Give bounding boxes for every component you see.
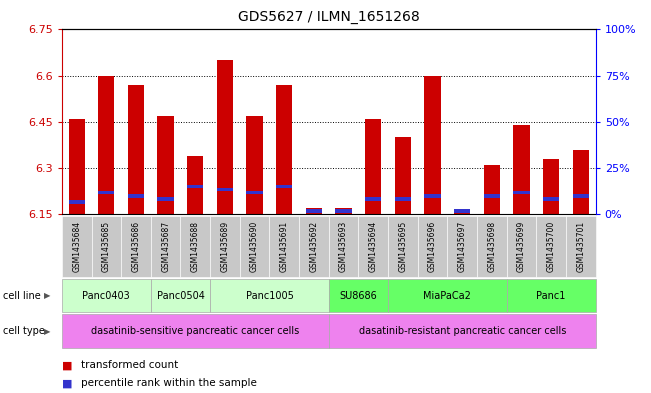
Bar [543,197,559,201]
Bar [217,60,233,214]
Text: GSM1435691: GSM1435691 [280,221,289,272]
Text: GSM1435689: GSM1435689 [221,221,229,272]
Bar [335,208,352,214]
Bar [247,116,263,214]
Text: Panc1: Panc1 [536,291,566,301]
Text: GSM1435690: GSM1435690 [250,221,259,272]
Bar [98,75,115,214]
Text: ▶: ▶ [44,291,51,300]
Bar [424,194,441,198]
Text: dasatinib-resistant pancreatic cancer cells: dasatinib-resistant pancreatic cancer ce… [359,326,566,336]
Text: MiaPaCa2: MiaPaCa2 [423,291,471,301]
Text: ■: ■ [62,378,72,388]
Bar [276,185,292,188]
Bar [68,200,85,204]
Text: GSM1435695: GSM1435695 [398,221,408,272]
Bar [217,188,233,191]
Bar [484,194,500,198]
Text: GSM1435698: GSM1435698 [488,221,496,272]
Bar [395,197,411,201]
Text: GSM1435684: GSM1435684 [72,221,81,272]
Bar [514,125,530,214]
Bar [484,165,500,214]
Bar [365,119,381,214]
Text: GSM1435694: GSM1435694 [368,221,378,272]
Text: percentile rank within the sample: percentile rank within the sample [81,378,257,388]
Bar [187,156,204,214]
Text: transformed count: transformed count [81,360,178,371]
Bar [98,191,115,195]
Text: GSM1435688: GSM1435688 [191,221,200,272]
Text: GSM1435696: GSM1435696 [428,221,437,272]
Text: GDS5627 / ILMN_1651268: GDS5627 / ILMN_1651268 [238,10,420,24]
Bar [247,191,263,195]
Text: Panc0504: Panc0504 [156,291,204,301]
Bar [454,211,471,214]
Bar [514,191,530,195]
Text: GSM1435699: GSM1435699 [517,221,526,272]
Text: GSM1435685: GSM1435685 [102,221,111,272]
Text: cell line: cell line [3,291,41,301]
Bar [158,197,174,201]
Bar [306,208,322,214]
Text: Panc0403: Panc0403 [83,291,130,301]
Text: GSM1435687: GSM1435687 [161,221,170,272]
Bar [335,209,352,213]
Bar [543,159,559,214]
Text: GSM1435701: GSM1435701 [576,221,585,272]
Text: cell type: cell type [3,326,45,336]
Bar [187,185,204,188]
Bar [424,75,441,214]
Bar [573,194,589,198]
Text: dasatinib-sensitive pancreatic cancer cells: dasatinib-sensitive pancreatic cancer ce… [91,326,299,336]
Bar [306,209,322,213]
Text: ▶: ▶ [44,327,51,336]
Bar [573,149,589,214]
Bar [365,197,381,201]
Text: GSM1435686: GSM1435686 [132,221,141,272]
Text: SU8686: SU8686 [340,291,378,301]
Text: GSM1435700: GSM1435700 [547,221,556,272]
Text: Panc1005: Panc1005 [245,291,294,301]
Text: ■: ■ [62,360,72,371]
Text: GSM1435697: GSM1435697 [458,221,467,272]
Bar [158,116,174,214]
Bar [454,209,471,213]
Bar [128,85,144,214]
Text: GSM1435693: GSM1435693 [339,221,348,272]
Bar [395,137,411,214]
Bar [128,194,144,198]
Text: GSM1435692: GSM1435692 [309,221,318,272]
Bar [68,119,85,214]
Bar [276,85,292,214]
